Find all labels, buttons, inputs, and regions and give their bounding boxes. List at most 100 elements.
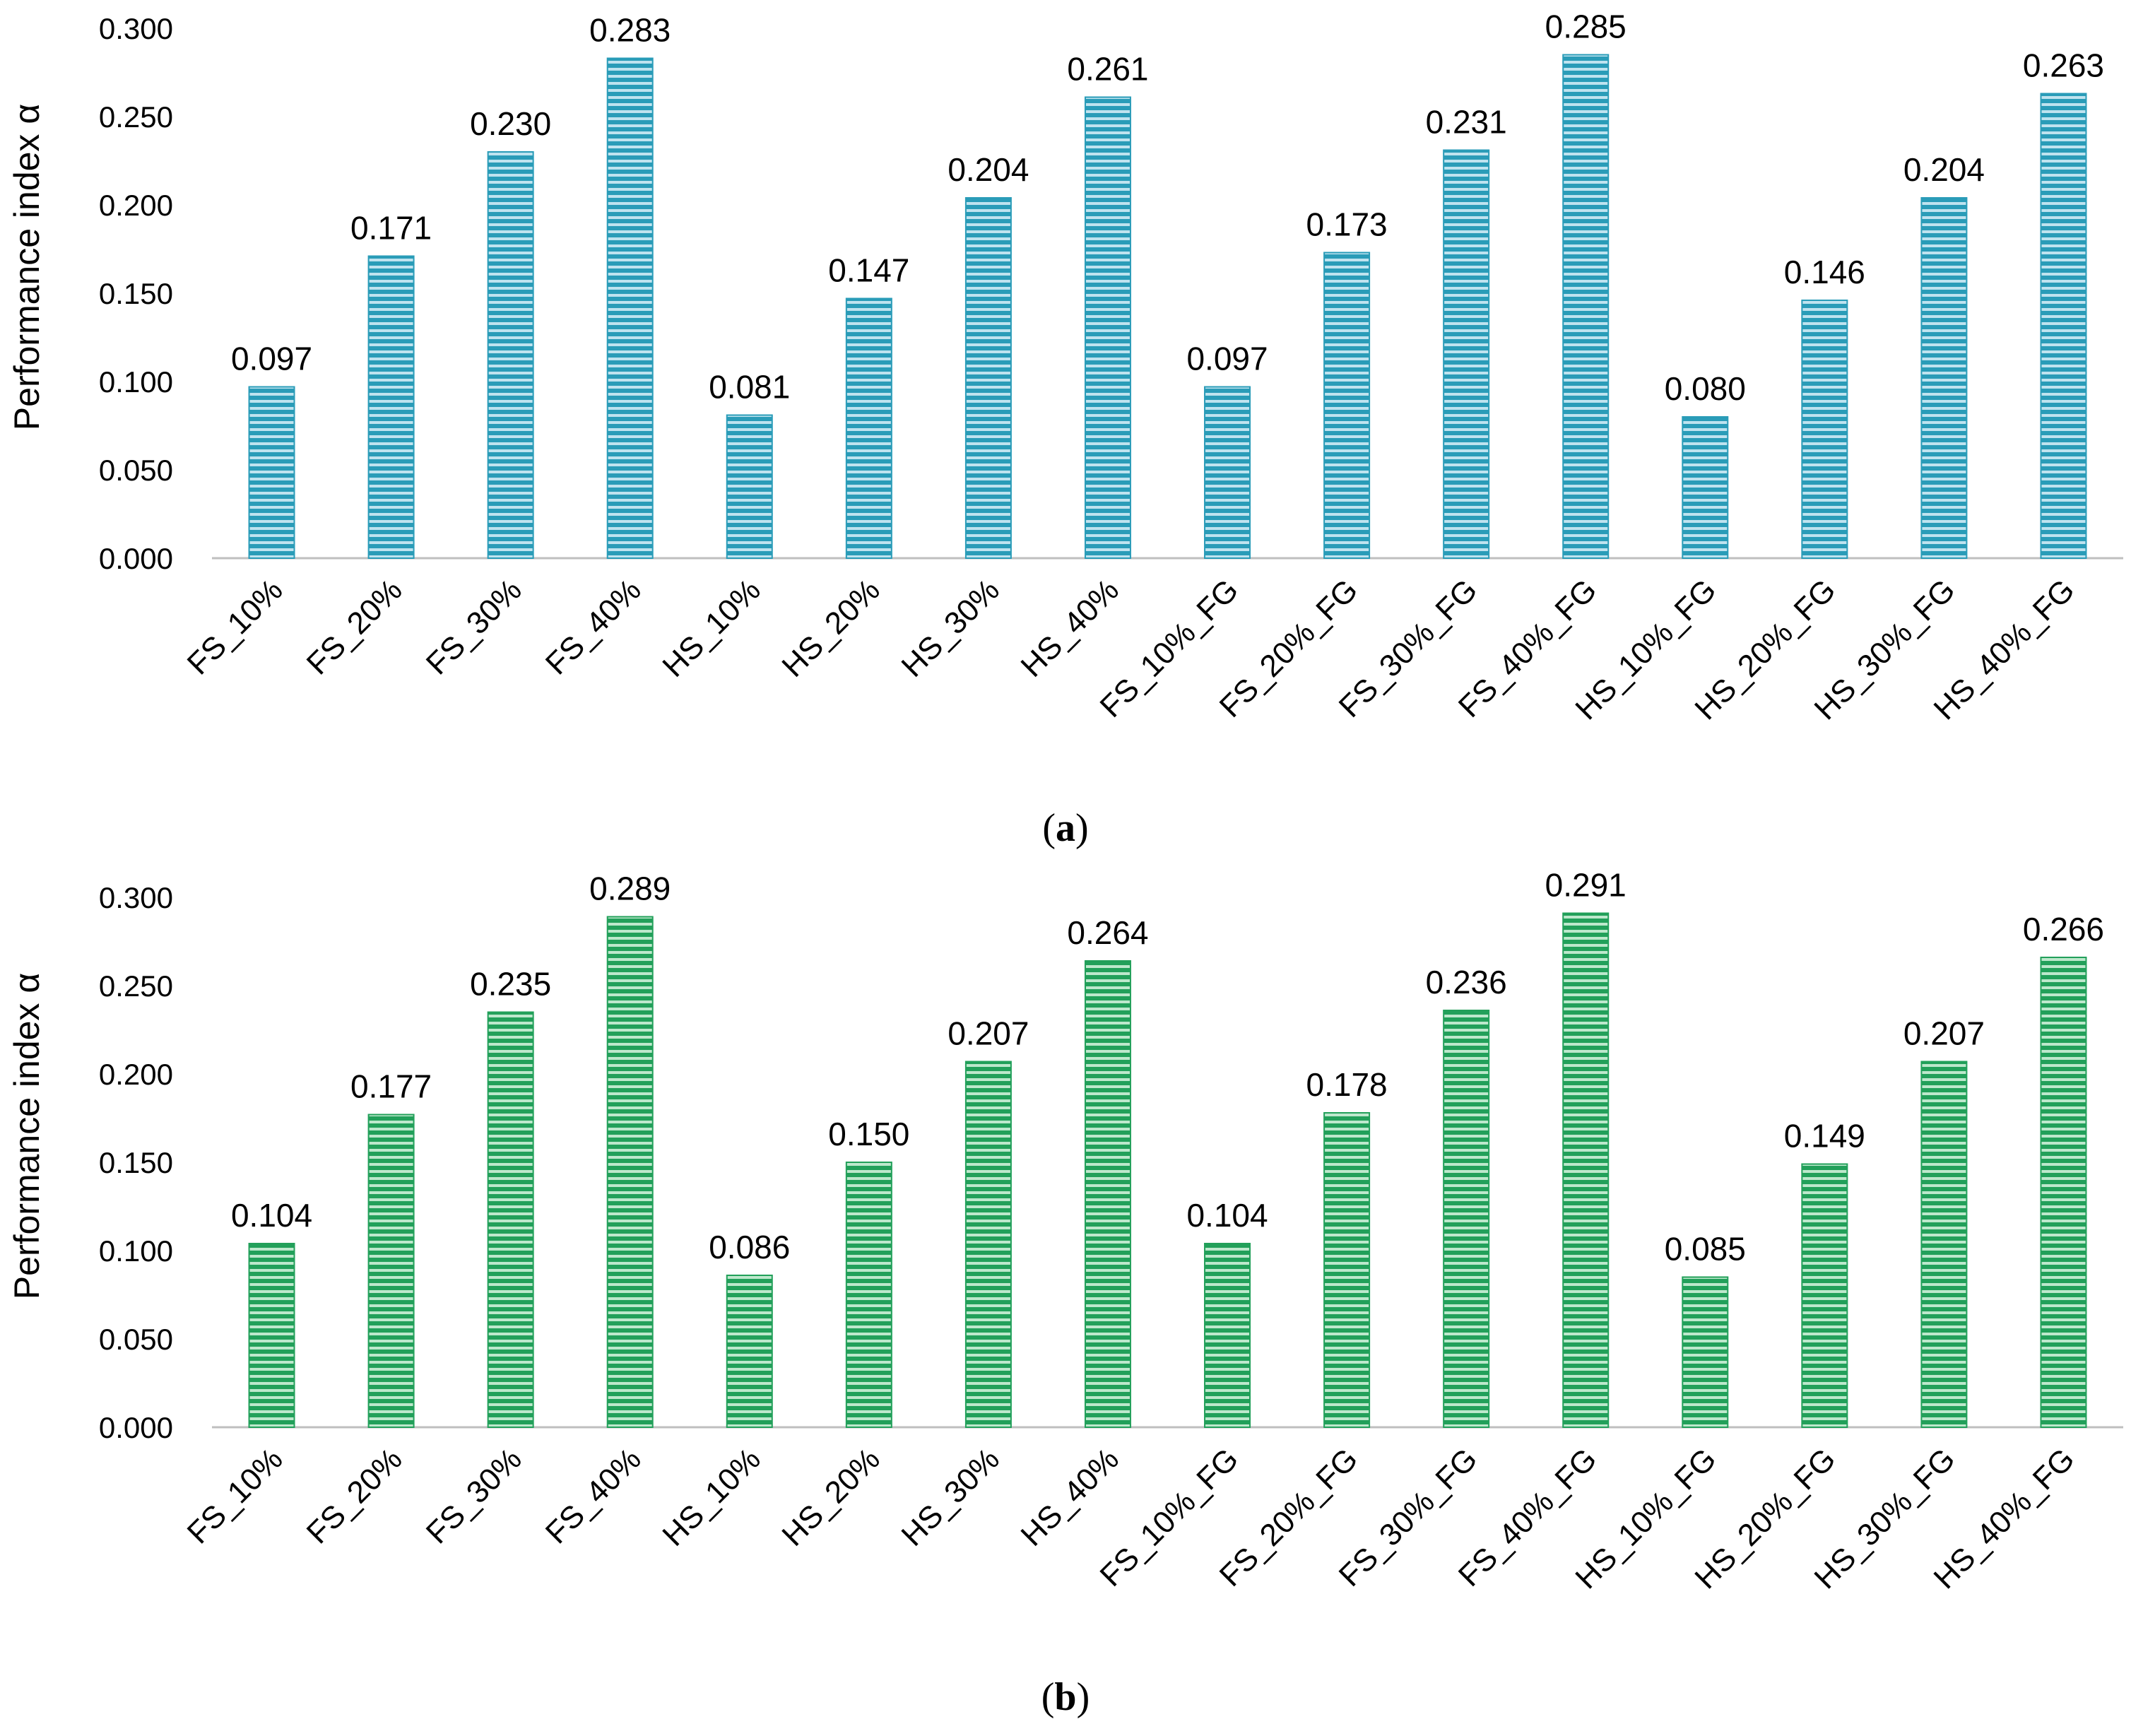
data-label: 0.097 [1186,341,1268,377]
data-label: 0.104 [231,1197,312,1234]
bar [606,57,654,559]
bars [248,54,2087,559]
data-label: 0.146 [1784,254,1865,290]
y-tick-label: 0.050 [99,1323,173,1356]
data-label: 0.266 [2023,911,2104,947]
x-tick-label: HS_20% [775,1441,886,1552]
bar [1920,1061,1968,1428]
y-tick-label: 0.200 [99,189,173,222]
bar [1682,416,1729,559]
data-label: 0.263 [2023,47,2104,84]
bar [487,1011,534,1428]
bar [1084,960,1131,1428]
x-tick-label: HS_20% [775,572,886,683]
bar [1443,1010,1490,1428]
x-tick-label: FS_40% [539,1441,648,1550]
y-tick-label: 0.150 [99,277,173,310]
y-tick-label: 0.100 [99,1234,173,1268]
panel-label-a: (a) [1042,806,1088,850]
bar [1443,149,1490,559]
x-tick-label: HS_10% [656,1441,767,1552]
data-label: 0.086 [709,1229,790,1265]
bar [487,151,534,559]
x-tick-label: HS_10% [656,572,767,683]
data-label: 0.291 [1545,867,1627,904]
data-label: 0.264 [1067,914,1148,951]
x-tick-label: HS_40% [1015,572,1126,683]
bar [845,297,892,559]
data-label: 0.231 [1426,104,1507,141]
bar [1562,54,1610,559]
y-tick-label: 0.050 [99,454,173,487]
y-tick-label: 0.100 [99,365,173,398]
data-label: 0.171 [350,210,432,247]
x-tick-label: FS_10% [181,572,290,681]
bar [248,386,295,559]
data-label: 0.207 [948,1015,1029,1052]
y-tick-label: 0.250 [99,100,173,134]
bar [726,414,773,559]
data-label: 0.178 [1306,1066,1388,1103]
data-label: 0.235 [470,966,551,1003]
chart-panel-a: Performance index α 0.000 0.050 0.100 0.150… [7,8,2123,850]
y-tick-label: 0.300 [99,12,173,45]
bar [845,1162,892,1428]
x-tick-label: FS_30% [420,572,529,681]
data-label: 0.230 [470,105,551,142]
x-tick-label: HS_30% [895,1441,1006,1552]
bar [726,1275,773,1428]
data-label: 0.289 [589,870,671,907]
y-tick-label: 0.000 [99,542,173,575]
data-label: 0.147 [828,252,909,289]
x-tick-label: HS_40% [1015,1441,1126,1552]
y-axis-label: Performance index α [7,104,47,430]
y-tick-label: 0.300 [99,881,173,914]
data-label: 0.085 [1665,1231,1746,1268]
chart-panel-b: Performance index α 0.000 0.050 0.100 0.150… [7,867,2123,1719]
x-tick-label: FS_20% [300,572,409,681]
data-label: 0.177 [350,1068,432,1105]
bar [2040,93,2087,559]
data-label: 0.097 [231,341,312,377]
data-label: 0.150 [828,1116,909,1152]
y-tick-label: 0.250 [99,969,173,1003]
bar [964,1061,1012,1428]
data-label: 0.261 [1067,51,1148,88]
bar [367,1114,415,1428]
data-label: 0.236 [1426,964,1507,1000]
x-tick-label: FS_20% [300,1441,409,1550]
bar [1323,1112,1371,1428]
bar [2040,957,2087,1428]
x-tick-labels: FS_10% FS_20% FS_30% FS_40% HS_10% HS_20% HS_3… [181,1441,2082,1595]
x-tick-label: FS_10% [181,1441,290,1550]
data-label: 0.204 [1903,151,1985,188]
bar [1562,912,1610,1428]
bar [606,916,654,1428]
data-label: 0.104 [1186,1197,1268,1234]
bar [1323,252,1371,559]
bar [248,1243,295,1428]
y-axis-label: Performance index α [7,973,47,1299]
data-labels: 0.104 0.177 0.235 0.289 0.086 0.150 0.207 0.264… [231,867,2104,1268]
x-tick-label: FS_30% [420,1441,529,1550]
x-tick-label: FS_40% [539,572,648,681]
bar [1204,1243,1251,1428]
y-tick-labels: 0.000 0.050 0.100 0.150 0.200 0.250 0.300 [99,12,173,575]
panel-label-b: (b) [1041,1675,1090,1719]
data-label: 0.285 [1545,8,1627,45]
bar [1920,197,1968,559]
data-label: 0.080 [1665,370,1746,407]
bar [1682,1276,1729,1428]
bar [367,255,415,559]
bars [248,912,2087,1428]
bar [964,197,1012,559]
data-label: 0.204 [948,151,1029,188]
data-label: 0.283 [589,12,671,49]
data-label: 0.173 [1306,206,1388,243]
y-tick-labels: 0.000 0.050 0.100 0.150 0.200 0.250 0.300 [99,881,173,1444]
data-label: 0.207 [1903,1015,1985,1052]
bar [1084,96,1131,559]
x-tick-label: HS_30% [895,572,1006,683]
x-tick-labels: FS_10% FS_20% FS_30% FS_40% HS_10% HS_20% HS_3… [181,572,2082,726]
data-label: 0.081 [709,369,790,406]
